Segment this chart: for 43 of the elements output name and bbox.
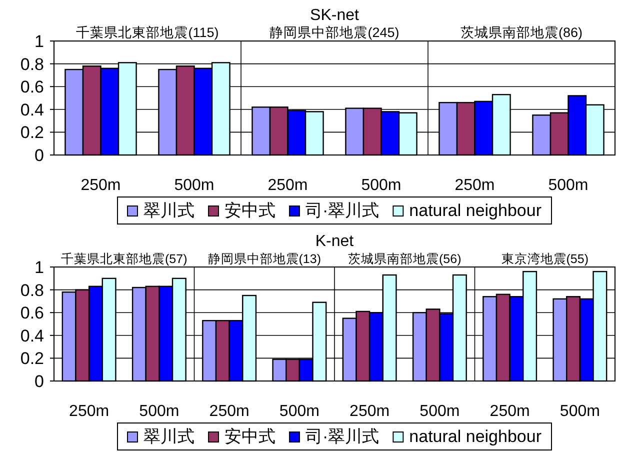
x-tick-label: 500m: [139, 403, 180, 420]
x-tick-label: 500m: [420, 403, 460, 420]
y-tick-label: 0.4: [20, 100, 44, 120]
legend-label: natural neighbour: [409, 201, 542, 220]
x-tick-label: 250m: [454, 177, 495, 194]
x-tick-label: 250m: [69, 403, 110, 420]
y-tick-label: 0.6: [20, 304, 44, 323]
text: 千葉県北東部地震(115): [76, 25, 219, 40]
x-tick-label: 500m: [548, 177, 588, 194]
y-tick-label: 0: [34, 372, 44, 391]
text: 東京湾地震(55): [501, 251, 588, 266]
text: 茨城県南部地震(56): [348, 252, 462, 266]
y-tick-label: 1: [34, 258, 44, 277]
y-tick-label: 0.2: [20, 349, 44, 368]
x-tick-label: 500m: [560, 403, 600, 420]
y-tick-label: 0.4: [20, 326, 44, 346]
chart-title: SK-net: [310, 7, 360, 24]
x-tick-label: 250m: [350, 403, 390, 420]
y-tick-label: 0.8: [20, 280, 44, 300]
text: 静岡県中部地震(245): [270, 25, 400, 40]
chart-title: K-net: [315, 233, 354, 250]
legend-label: 司·翠川式: [306, 427, 380, 446]
y-tick-label: 0.8: [20, 54, 44, 74]
y-tick-label: 0.2: [20, 123, 44, 142]
legend-label: 安中式: [224, 201, 276, 220]
legend-label: 安中式: [224, 427, 276, 446]
text: 茨城県南部地震(86): [460, 25, 583, 40]
y-tick-label: 0: [34, 146, 44, 165]
text: 千葉県北東部地震(57): [61, 252, 188, 266]
legend-label: 翠川式: [144, 427, 194, 446]
y-tick-label: 1: [34, 32, 44, 51]
y-tick-label: 0.6: [20, 78, 44, 97]
x-tick-label: 250m: [490, 403, 530, 420]
text: 静岡県中部地震(13): [208, 252, 321, 266]
x-tick-label: 500m: [279, 403, 320, 420]
x-tick-label: 500m: [361, 177, 402, 194]
legend-label: natural neighbour: [409, 427, 542, 446]
legend-label: 翠川式: [144, 201, 194, 220]
x-tick-label: 250m: [268, 177, 308, 194]
x-tick-label: 500m: [174, 177, 214, 194]
legend-label: 司·翠川式: [306, 201, 380, 220]
x-tick-label: 250m: [80, 177, 121, 194]
x-tick-label: 250m: [209, 403, 250, 420]
